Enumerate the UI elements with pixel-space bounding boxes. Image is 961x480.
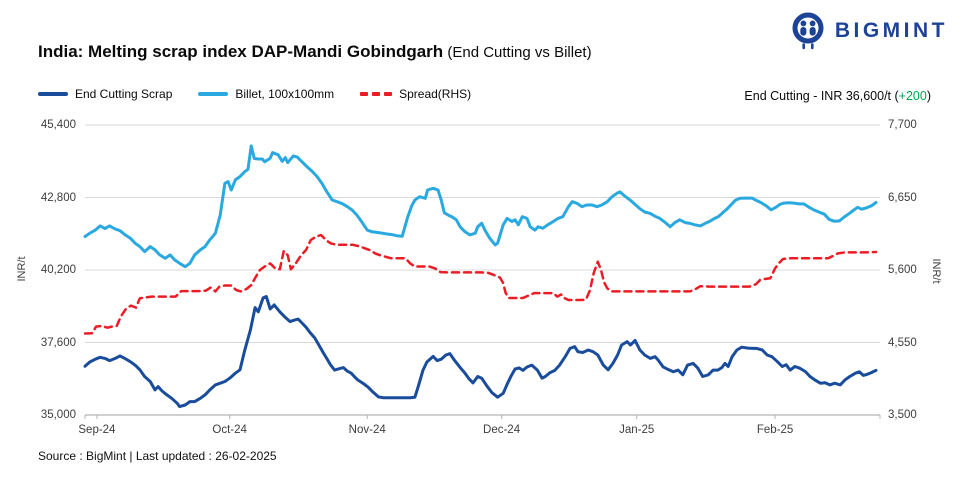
series-line-spread-rhs- (83, 233, 878, 335)
change-value: +200 (898, 89, 927, 103)
series-line-end-cutting-scrap (83, 295, 878, 409)
legend-item-end-cutting: End Cutting Scrap (38, 87, 172, 101)
spread-dashed-swatch (360, 92, 393, 96)
series-line-billet-100x100mm (83, 144, 878, 269)
legend-item-billet: Billet, 100x100mm (198, 87, 334, 101)
source-note: Source : BigMint | Last updated : 26-02-… (38, 449, 277, 463)
latest-price-annotation: End Cutting - INR 36,600/t (+200) (744, 89, 931, 103)
title-sub: (End Cutting vs Billet) (443, 44, 592, 61)
billet-line-swatch (198, 92, 229, 96)
annotation-label: End Cutting - INR 36,600/t (744, 89, 895, 103)
bigmint-logo-icon (788, 10, 828, 52)
title-main: India: Melting scrap index DAP-Mandi Gob… (38, 42, 444, 61)
page-title: India: Melting scrap index DAP-Mandi Gob… (38, 42, 592, 62)
paren-open: ( (894, 89, 899, 103)
brand-name: BIGMINT (834, 19, 948, 42)
legend-item-spread: Spread(RHS) (360, 87, 471, 101)
legend-label: End Cutting Scrap (75, 87, 173, 101)
end-cutting-line-swatch (38, 92, 68, 96)
legend-label: Billet, 100x100mm (235, 87, 335, 101)
brand-logo: BIGMINT (788, 10, 948, 52)
paren-close: ) (926, 89, 931, 103)
legend-label: Spread(RHS) (399, 87, 472, 101)
legend: End Cutting Scrap Billet, 100x100mm Spre… (38, 87, 471, 101)
